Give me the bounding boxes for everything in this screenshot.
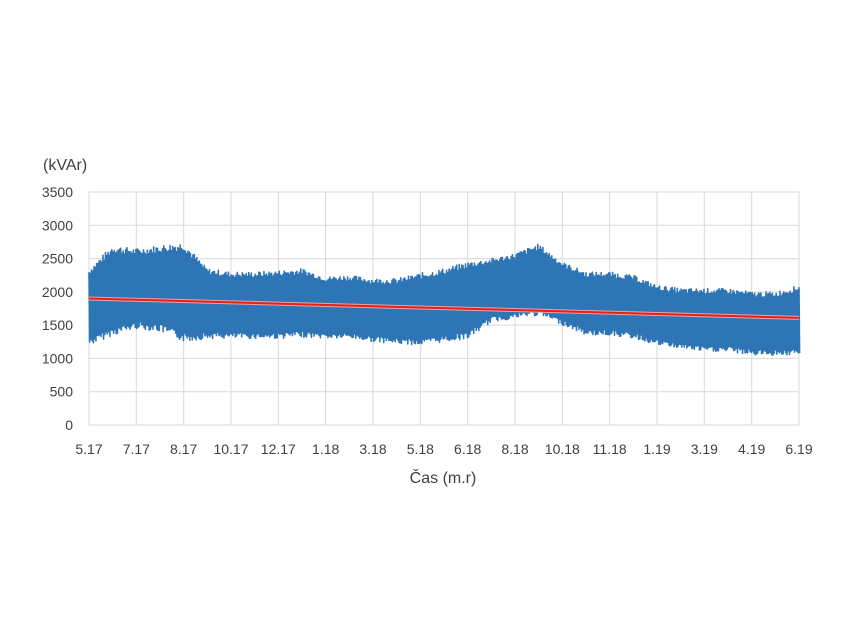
y-tick-label: 2500 [42,251,73,267]
x-tick-label: 6.19 [785,441,812,457]
y-axis-title: (kVAr) [43,157,87,174]
x-tick-label: 3.19 [691,441,718,457]
x-tick-label: 1.19 [643,441,670,457]
series-oscillation [88,243,801,356]
x-tick-label: 5.17 [75,441,102,457]
x-axis-title: Čas (m.r) [410,468,477,487]
series-band [88,243,801,356]
y-tick-label: 500 [50,384,74,400]
y-tick-label: 0 [65,417,73,433]
x-tick-label: 7.17 [123,441,150,457]
y-tick-label: 1000 [42,350,73,366]
y-tick-label: 3000 [42,217,73,233]
x-tick-label: 8.18 [501,441,528,457]
y-tick-label: 3500 [42,184,73,200]
x-tick-label: 5.18 [407,441,434,457]
y-axis-ticks: 0 500 1000 1500 2000 2500 3000 3500 [42,184,73,433]
x-axis-ticks: 5.17 7.17 8.17 10.17 12.17 1.18 3.18 5.18 6.18 8.… [75,441,812,457]
x-tick-label: 1.18 [312,441,339,457]
trend-line [88,296,800,320]
trend-line-stroke [88,297,800,319]
x-tick-label: 8.17 [170,441,197,457]
x-tick-label: 4.19 [738,441,765,457]
x-tick-label: 11.18 [593,441,627,457]
y-tick-label: 2000 [42,284,73,300]
x-tick-label: 3.18 [359,441,386,457]
x-tick-label: 10.17 [213,441,248,457]
x-tick-label: 12.17 [261,441,296,457]
y-tick-label: 1500 [42,317,73,333]
x-tick-label: 6.18 [454,441,481,457]
x-tick-label: 10.18 [545,441,580,457]
